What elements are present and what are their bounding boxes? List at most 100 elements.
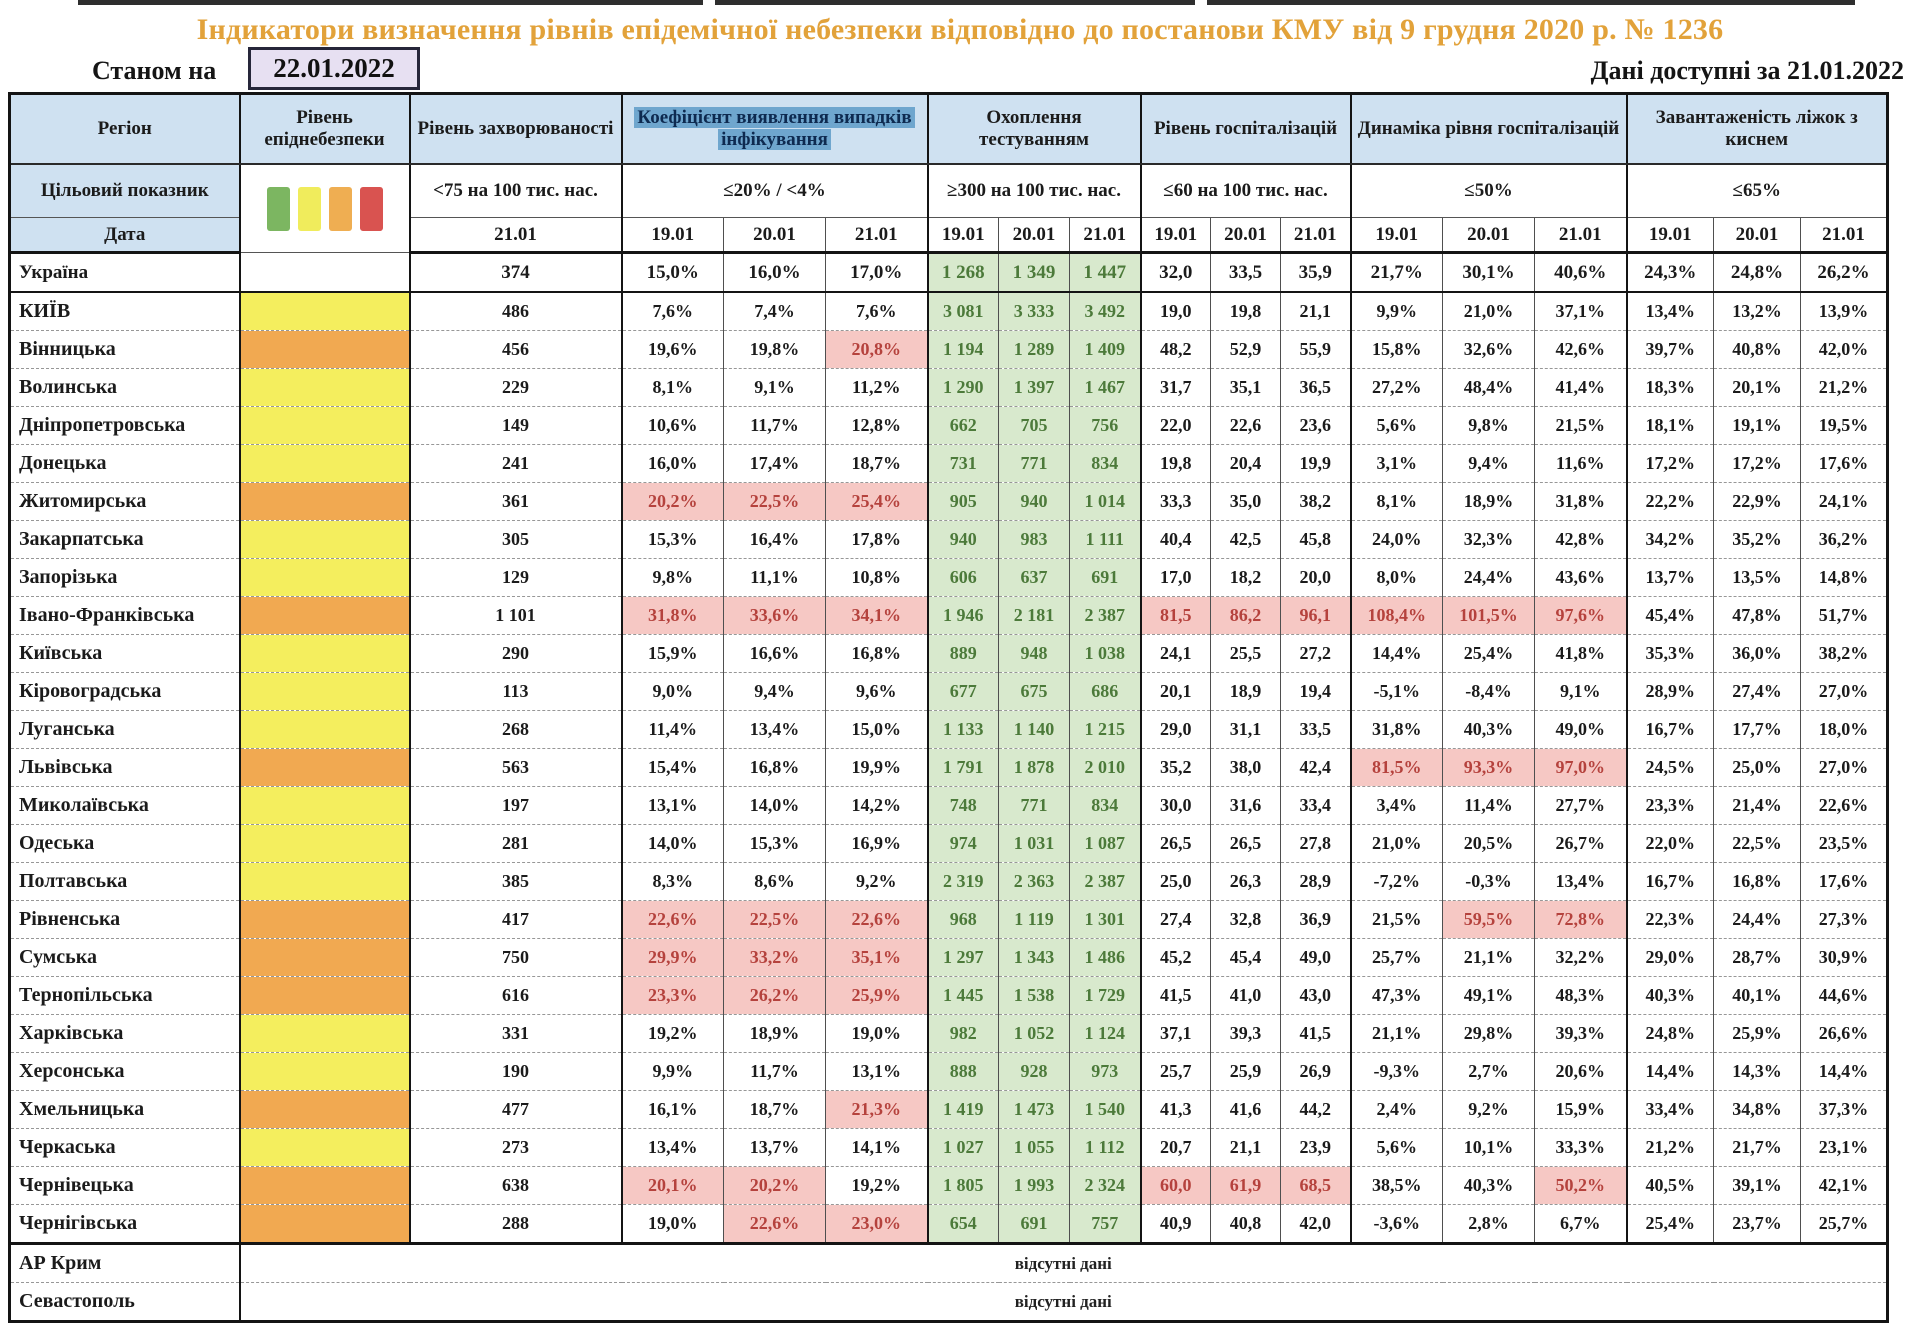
detection-value: 23,3% (621, 976, 724, 1015)
epidemic-level-cell (239, 291, 411, 331)
cropped-text-artifact (1207, 0, 1855, 5)
detection-value: 17,0% (825, 252, 929, 293)
hospitalization-value: 22,6 (1210, 406, 1281, 445)
region-name: Харківська (9, 1014, 241, 1053)
beds-value: 20,1% (1713, 368, 1801, 407)
table-row: Дніпропетровська 149 10,6% 11,7% 12,8% 662 705… (9, 406, 1888, 445)
detection-value: 15,3% (723, 824, 826, 863)
hospitalization-value: 48,2 (1140, 330, 1211, 369)
target-detection: ≤20% / <4% (621, 164, 929, 218)
epidemic-level-cell (239, 748, 411, 787)
testing-value: 637 (998, 558, 1070, 597)
hospitalization-value: 41,6 (1210, 1090, 1281, 1129)
header-oxygen-beds: Завантаженість ліжок з киснем (1626, 93, 1888, 165)
beds-value: 13,2% (1713, 291, 1801, 331)
dynamics-value: 29,8% (1442, 1014, 1535, 1053)
dynamics-value: 30,1% (1442, 252, 1535, 293)
date-header: 19.01 (621, 217, 724, 254)
page-title: Індикатори визначення рівнів епідемічної… (196, 13, 1724, 46)
incidence-value: 1 101 (409, 596, 623, 635)
date-header: 20.01 (1442, 217, 1535, 254)
testing-value: 662 (927, 406, 999, 445)
detection-value: 11,4% (621, 710, 724, 749)
testing-value: 1 301 (1069, 900, 1142, 939)
legend-yellow-square (297, 186, 321, 231)
hospitalization-value: 37,1 (1140, 1014, 1211, 1053)
hospitalization-value: 41,0 (1210, 976, 1281, 1015)
detection-value: 19,2% (825, 1166, 929, 1205)
table-row: Одеська 281 14,0% 15,3% 16,9% 974 1 031 1 087 26… (9, 824, 1888, 863)
table-row-no-data: АР Крим відсутні дані (9, 1242, 1888, 1283)
dynamics-value: 2,4% (1350, 1090, 1443, 1129)
testing-value: 1 014 (1069, 482, 1142, 521)
beds-value: 42,0% (1800, 330, 1888, 369)
epidemic-level-cell (239, 368, 411, 407)
detection-value: 14,1% (825, 1128, 929, 1167)
header-region: Регіон (9, 93, 241, 165)
hospitalization-value: 42,5 (1210, 520, 1281, 559)
testing-value: 1 946 (927, 596, 999, 635)
dynamics-value: 93,3% (1442, 748, 1535, 787)
header-hospitalization-level: Рівень госпіталізацій (1140, 93, 1352, 165)
dynamics-value: 33,3% (1534, 1128, 1628, 1167)
detection-value: 11,2% (825, 368, 929, 407)
testing-value: 1 133 (927, 710, 999, 749)
dynamics-value: 21,5% (1350, 900, 1443, 939)
epidemic-level-cell (239, 596, 411, 635)
detection-value: 25,4% (825, 482, 929, 521)
dynamics-value: 13,4% (1534, 862, 1628, 901)
detection-value: 11,7% (723, 406, 826, 445)
dynamics-value: 31,8% (1534, 482, 1628, 521)
beds-value: 27,4% (1713, 672, 1801, 711)
epidemic-level-cell (239, 252, 411, 293)
testing-value: 2 319 (927, 862, 999, 901)
table-row: Житомирська 361 20,2% 22,5% 25,4% 905 940 1 014… (9, 482, 1888, 521)
epidemic-level-cell (239, 786, 411, 825)
dynamics-value: 27,2% (1350, 368, 1443, 407)
beds-value: 21,4% (1713, 786, 1801, 825)
date-header: 19.01 (1350, 217, 1443, 254)
hospitalization-value: 49,0 (1280, 938, 1352, 977)
hospitalization-value: 42,0 (1280, 1204, 1352, 1244)
epidemic-level-cell (239, 938, 411, 977)
detection-value: 9,2% (825, 862, 929, 901)
dynamics-value: 39,3% (1534, 1014, 1628, 1053)
incidence-value: 331 (409, 1014, 623, 1053)
detection-value: 15,3% (621, 520, 724, 559)
dynamics-value: 32,2% (1534, 938, 1628, 977)
hospitalization-value: 42,4 (1280, 748, 1352, 787)
legend-red-square (359, 186, 383, 231)
beds-value: 30,9% (1800, 938, 1888, 977)
dynamics-value: 32,3% (1442, 520, 1535, 559)
hospitalization-value: 38,2 (1280, 482, 1352, 521)
testing-value: 973 (1069, 1052, 1142, 1091)
region-name: Сумська (9, 938, 241, 977)
target-incidence: <75 на 100 тис. нас. (409, 164, 623, 218)
hospitalization-value: 19,4 (1280, 672, 1352, 711)
dynamics-value: -9,3% (1350, 1052, 1443, 1091)
region-name: Хмельницька (9, 1090, 241, 1129)
epidemic-level-cell (239, 900, 411, 939)
indicators-table: Регіон Рівень епіднебезпеки Рівень захво… (8, 92, 1889, 1323)
hospitalization-value: 35,1 (1210, 368, 1281, 407)
region-name: Закарпатська (9, 520, 241, 559)
beds-value: 18,1% (1626, 406, 1714, 445)
data-available-label: Дані доступні за 21.01.2022 (1590, 56, 1904, 85)
hospitalization-value: 33,5 (1280, 710, 1352, 749)
detection-value: 14,0% (621, 824, 724, 863)
detection-value: 9,9% (621, 1052, 724, 1091)
hospitalization-value: 26,3 (1210, 862, 1281, 901)
beds-value: 14,4% (1800, 1052, 1888, 1091)
testing-value: 1 419 (927, 1090, 999, 1129)
dynamics-value: 50,2% (1534, 1166, 1628, 1205)
detection-value: 7,6% (825, 291, 929, 331)
header-incidence: Рівень захворюваності (409, 93, 623, 165)
testing-value: 1 805 (927, 1166, 999, 1205)
detection-value: 23,0% (825, 1204, 929, 1244)
hospitalization-value: 41,3 (1140, 1090, 1211, 1129)
dynamics-value: 41,4% (1534, 368, 1628, 407)
hospitalization-value: 68,5 (1280, 1166, 1352, 1205)
beds-value: 21,7% (1713, 1128, 1801, 1167)
hospitalization-value: 26,5 (1140, 824, 1211, 863)
hospitalization-value: 21,1 (1280, 291, 1352, 331)
